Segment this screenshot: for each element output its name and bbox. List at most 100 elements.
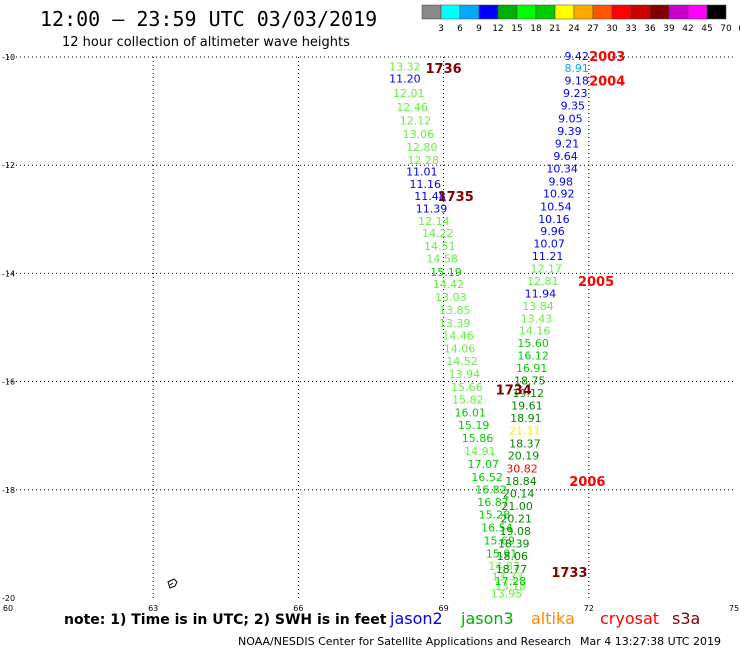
y-tick-label: -18 [2, 486, 15, 495]
scale-label: 42 [682, 24, 693, 34]
wave-height-label: 9.35 [561, 100, 586, 113]
legend-entry-s3a: s3a [672, 609, 700, 628]
scale-swatch-3 [478, 4, 499, 20]
wave-height-label: 15.28 [479, 509, 511, 522]
wave-height-label: 18.84 [505, 475, 537, 488]
wave-height-label: 14.16 [519, 325, 551, 338]
chart-title: 12:00 – 23:59 UTC 03/03/2019 [40, 7, 377, 31]
scale-label: 9 [476, 24, 482, 34]
data-labels: 13.3211.2012.0112.4612.1213.0612.8012.28… [389, 50, 589, 601]
wave-height-label: 16.91 [516, 362, 548, 375]
wave-height-label: 9.96 [540, 225, 565, 238]
wave-height-label: 17.07 [468, 458, 500, 471]
wave-height-label: 13.33 [492, 570, 524, 583]
x-tick-label: 60 [3, 604, 13, 613]
scale-label: 39 [663, 24, 675, 34]
wave-height-label: 16.87 [477, 496, 509, 509]
footer-note: note: 1) Time is in UTC; 2) SWH is in fe… [64, 612, 387, 628]
wave-height-label: 19.61 [511, 399, 543, 412]
wave-height-label: 11.01 [406, 166, 438, 179]
scale-label: 12 [492, 24, 503, 34]
wave-height-label: 15.91 [486, 548, 518, 561]
legend-entry-cryosat: cryosat [600, 609, 659, 628]
scale-label: 45 [701, 24, 712, 34]
wave-height-label: 15.69 [484, 535, 516, 548]
wave-height-label: 12.46 [396, 101, 428, 114]
wave-height-label: 9.39 [557, 125, 582, 138]
wave-height-label: 21.11 [509, 424, 541, 437]
wave-height-label: 16.01 [454, 406, 486, 419]
scale-swatch-13 [668, 4, 689, 20]
wave-height-label: 15.86 [462, 432, 494, 445]
scale-swatch-9 [592, 4, 613, 20]
small-island-marker [167, 578, 178, 589]
time-label: 2005 [578, 275, 614, 290]
scale-label: 27 [587, 24, 598, 34]
wave-height-label: 8.91 [564, 62, 589, 75]
wave-height-label: 9.64 [553, 150, 578, 163]
x-tick-label: 69 [439, 604, 449, 613]
wave-height-label: 12.17 [530, 263, 562, 276]
time-label: 1735 [438, 190, 474, 205]
wave-height-label: 15.60 [517, 337, 549, 350]
wave-height-label: 13.18 [495, 580, 527, 593]
scale-label: 33 [625, 24, 636, 34]
wave-height-label: 14.46 [442, 330, 474, 343]
wave-height-label: 11.94 [525, 287, 557, 300]
axis-tick-labels: 60 63 66 69 72 75 -10 -12 -14 -16 -18 -20 [2, 53, 739, 613]
scale-label: 18 [530, 24, 542, 34]
wave-height-label: 16.82 [475, 483, 507, 496]
wave-height-label: 16.52 [471, 471, 503, 484]
wave-height-label: 13.95 [491, 588, 523, 601]
wave-height-label: 13.06 [403, 128, 435, 141]
time-labels: 1736 1735 1734 1733 2003 2004 2005 2006 [426, 50, 626, 581]
wave-height-label: 18.37 [509, 437, 541, 450]
wave-height-label: 14.87 [488, 560, 520, 573]
scale-swatch-1 [440, 4, 461, 20]
wave-height-label: 13.03 [435, 291, 467, 304]
wave-height-label: 12.28 [408, 154, 440, 167]
wave-height-label: 11.48 [414, 190, 446, 203]
wave-height-label: 10.34 [546, 162, 578, 175]
wave-height-label: 9.42 [564, 50, 589, 63]
wave-height-label: 30.82 [506, 463, 538, 476]
x-tick-label: 66 [293, 604, 303, 613]
wave-height-label: 13.85 [439, 304, 471, 317]
wave-height-label: 17.28 [495, 575, 527, 588]
wave-height-label: 15.19 [458, 419, 490, 432]
wave-height-label: 14.22 [422, 227, 454, 240]
wave-height-label: 19.12 [513, 387, 545, 400]
scale-swatch-11 [630, 4, 651, 20]
legend-entry-jason3: jason3 [460, 609, 514, 628]
wave-height-label: 13.94 [449, 368, 481, 381]
wave-height-label: 12.80 [406, 141, 438, 154]
scale-swatch-14 [687, 4, 708, 20]
scale-label: (ft) [738, 24, 740, 34]
wave-height-label: 12.81 [527, 275, 559, 288]
scale-label: 3 [438, 24, 444, 34]
scale-swatch-7 [554, 4, 575, 20]
wave-height-label: 15.19 [430, 266, 462, 279]
wave-height-label: 20.19 [508, 450, 540, 463]
wave-height-label: 18.75 [514, 375, 546, 388]
wave-height-label: 18.91 [510, 412, 542, 425]
wave-height-label: 12.12 [400, 114, 432, 127]
wave-height-label: 9.05 [558, 113, 583, 126]
scale-swatch-15 [706, 4, 727, 20]
scale-label: 21 [549, 24, 560, 34]
wave-height-label: 18.06 [497, 550, 529, 563]
wave-height-label: 14.42 [433, 278, 465, 291]
scale-swatch-2 [459, 4, 480, 20]
y-tick-label: -12 [2, 161, 15, 170]
wave-height-label: 14.06 [444, 343, 476, 356]
scale-swatch-6 [535, 4, 556, 20]
wave-height-label: 11.20 [389, 73, 421, 86]
wave-height-label: 21.00 [501, 500, 533, 513]
wave-height-label: 9.23 [563, 87, 588, 100]
y-tick-label: -10 [2, 53, 15, 62]
wave-height-label: 18.77 [496, 563, 528, 576]
wave-height-label: 12.14 [418, 215, 450, 228]
scale-label: 30 [606, 24, 618, 34]
